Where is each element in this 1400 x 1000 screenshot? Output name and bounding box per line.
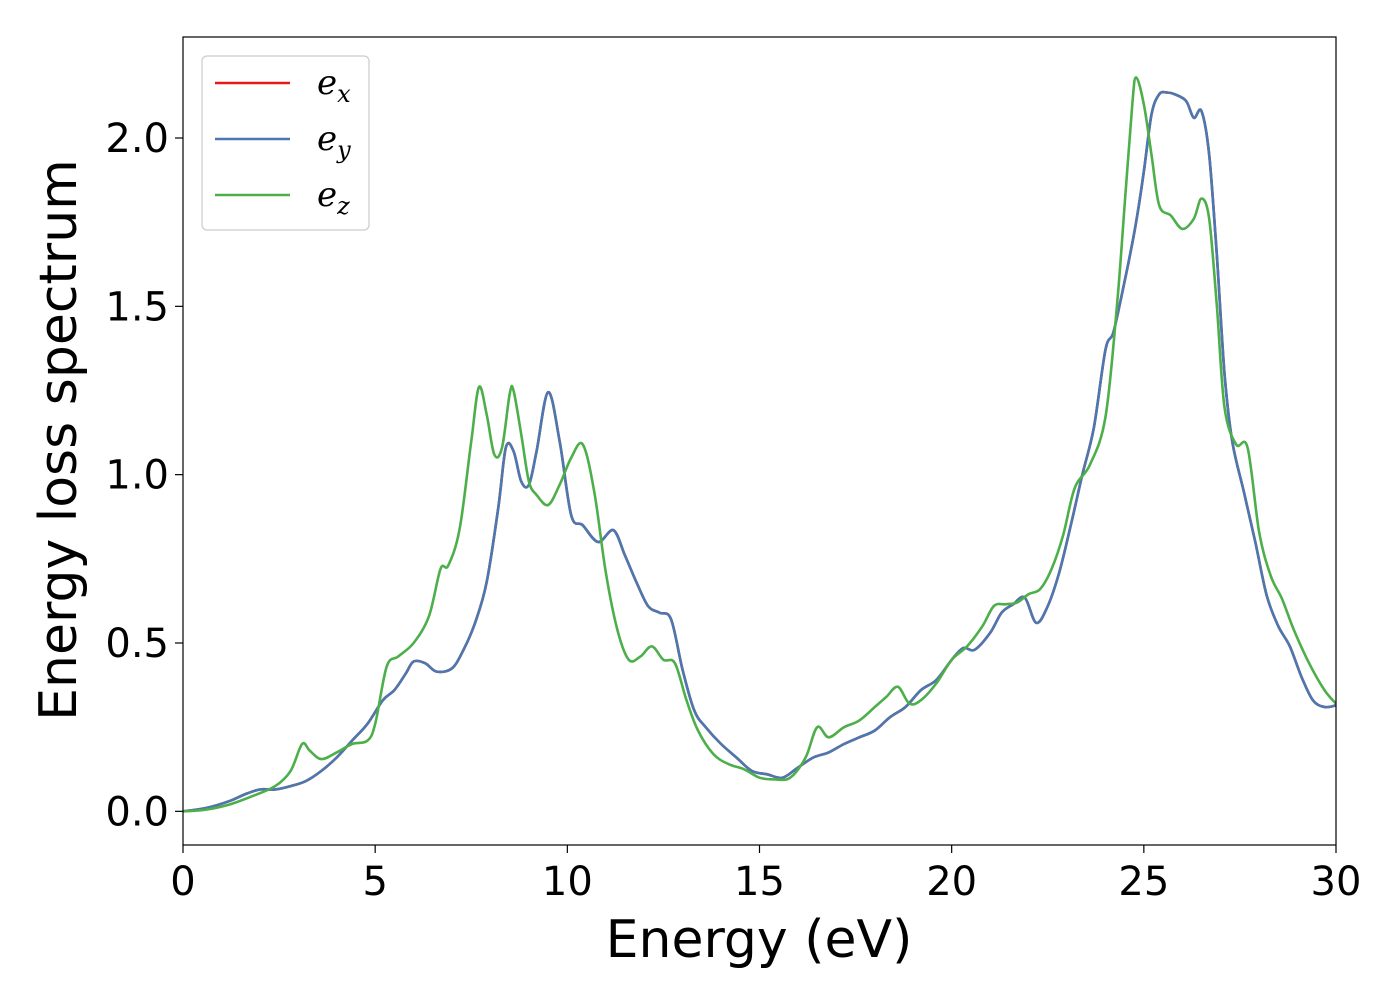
- y-tick-label: 0.0: [105, 789, 169, 835]
- series-layer: [183, 76, 1336, 813]
- x-tick-label: 20: [926, 859, 977, 905]
- x-tick-label: 25: [1118, 859, 1169, 905]
- x-tick-label: 0: [170, 859, 195, 905]
- x-axis-title: Energy (eV): [606, 910, 913, 970]
- x-tick-label: 30: [1311, 859, 1362, 905]
- y-tick-label: 1.0: [105, 453, 169, 499]
- legend-box: [201, 55, 370, 231]
- y-axis-title: Energy loss spectrum: [29, 159, 89, 721]
- y-tick-label: 2.0: [105, 116, 169, 162]
- axes-layer: 0 5 10 15 20 25 30 0.0 0.5 1.0 1.5 2.0: [105, 36, 1362, 905]
- legend: ex ey ez: [201, 55, 370, 231]
- series-line-ez: [183, 76, 1336, 813]
- legend-label: ez: [317, 175, 350, 220]
- x-tick-label: 5: [362, 859, 387, 905]
- legend-label: ey: [317, 119, 351, 164]
- y-tick-label: 1.5: [105, 284, 169, 330]
- y-tick-label: 0.5: [105, 621, 169, 667]
- x-tick-label: 15: [734, 859, 785, 905]
- x-tick-label: 10: [542, 859, 593, 905]
- series-line-ey: [183, 90, 1336, 813]
- legend-label: ex: [317, 63, 351, 108]
